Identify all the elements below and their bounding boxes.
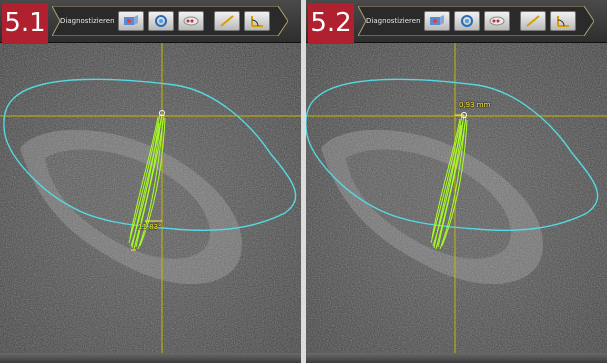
line-measure-icon bbox=[220, 15, 234, 27]
ct-viewport[interactable]: 11,83° bbox=[0, 43, 301, 353]
implant-model bbox=[128, 112, 166, 250]
viewer-panel-right: Diagnostizieren 5.2 bbox=[306, 0, 607, 363]
rotate-view-button[interactable] bbox=[454, 11, 480, 31]
distance-measurement-label: 0,93 mm bbox=[459, 101, 491, 109]
toolbar-strip: Diagnostizieren bbox=[358, 6, 594, 36]
implant-model bbox=[430, 114, 468, 250]
implant-top-marker bbox=[159, 110, 165, 116]
toolbar: Diagnostizieren bbox=[0, 0, 301, 43]
toolbar-title: Diagnostizieren bbox=[60, 17, 115, 25]
rotate-view-icon bbox=[461, 15, 473, 27]
line-measure-icon bbox=[526, 15, 540, 27]
contour-outline bbox=[306, 78, 599, 231]
viewer-panel-left: Diagnostizieren 5.1 bbox=[0, 0, 301, 363]
ct-scene bbox=[0, 43, 301, 353]
bottom-bar bbox=[0, 353, 301, 363]
bottom-bar bbox=[306, 353, 607, 363]
ct-scene bbox=[306, 43, 607, 353]
image-3d-button[interactable] bbox=[118, 11, 144, 31]
ct-viewport[interactable]: 0,93 mm bbox=[306, 43, 607, 353]
rotate-view-button[interactable] bbox=[148, 11, 174, 31]
implant-button[interactable] bbox=[178, 11, 204, 31]
line-measure-button[interactable] bbox=[520, 11, 546, 31]
image-3d-icon bbox=[124, 15, 138, 25]
angle-measurement-label: 11,83° bbox=[138, 223, 162, 231]
toolbar-title: Diagnostizieren bbox=[366, 17, 421, 25]
angle-measure-icon bbox=[251, 16, 263, 27]
panel-divider bbox=[301, 0, 306, 363]
angle-measure-button[interactable] bbox=[550, 11, 576, 31]
angle-measure-button[interactable] bbox=[244, 11, 270, 31]
panel-badge: 5.2 bbox=[308, 3, 354, 44]
image-3d-icon bbox=[430, 15, 444, 25]
image-3d-button[interactable] bbox=[424, 11, 450, 31]
rotate-view-icon bbox=[155, 15, 167, 27]
implant-icon bbox=[183, 16, 199, 26]
contour-outline bbox=[3, 78, 297, 231]
implant-icon bbox=[489, 16, 505, 26]
angle-measure-icon bbox=[557, 16, 569, 27]
implant-button[interactable] bbox=[484, 11, 510, 31]
toolbar: Diagnostizieren bbox=[306, 0, 607, 43]
toolbar-strip: Diagnostizieren bbox=[52, 6, 288, 36]
line-measure-button[interactable] bbox=[214, 11, 240, 31]
panel-badge: 5.1 bbox=[2, 3, 48, 44]
ct-noise bbox=[0, 43, 301, 353]
